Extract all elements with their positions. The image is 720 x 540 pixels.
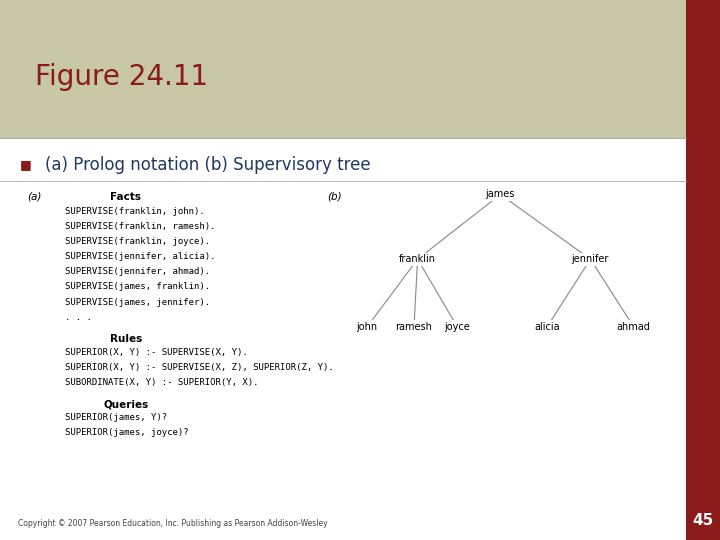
Text: alicia: alicia [534, 322, 560, 332]
Bar [686, 0, 720, 540]
Text: . . .: . . . [65, 313, 91, 322]
Text: john: john [356, 322, 378, 332]
Text: Facts: Facts [110, 192, 142, 202]
Text: SUPERIOR(X, Y) :- SUPERVISE(X, Y).: SUPERIOR(X, Y) :- SUPERVISE(X, Y). [65, 348, 248, 357]
Text: SUPERVISE(franklin, ramesh).: SUPERVISE(franklin, ramesh). [65, 222, 215, 231]
Text: ramesh: ramesh [395, 322, 433, 332]
Text: SUPERVISE(jennifer, ahmad).: SUPERVISE(jennifer, ahmad). [65, 267, 210, 276]
Text: ahmad: ahmad [616, 322, 651, 332]
Bar [0, 0, 720, 138]
Text: (a) Prolog notation (b) Supervisory tree: (a) Prolog notation (b) Supervisory tree [45, 156, 370, 174]
Text: SUPERVISE(james, franklin).: SUPERVISE(james, franklin). [65, 282, 210, 292]
Text: franklin: franklin [399, 254, 436, 264]
Text: SUPERVISE(franklin, john).: SUPERVISE(franklin, john). [65, 207, 204, 216]
Text: SUPERVISE(james, jennifer).: SUPERVISE(james, jennifer). [65, 298, 210, 307]
Text: jennifer: jennifer [572, 254, 609, 264]
Text: joyce: joyce [444, 322, 470, 332]
Text: SUPERVISE(jennifer, alicia).: SUPERVISE(jennifer, alicia). [65, 252, 215, 261]
Text: (b): (b) [328, 192, 342, 202]
Text: SUPERIOR(james, Y)?: SUPERIOR(james, Y)? [65, 413, 167, 422]
Text: Queries: Queries [104, 400, 148, 410]
Text: SUPERVISE(franklin, joyce).: SUPERVISE(franklin, joyce). [65, 237, 210, 246]
Text: SUPERIOR(james, joyce)?: SUPERIOR(james, joyce)? [65, 428, 189, 437]
Text: (a): (a) [27, 192, 42, 202]
Text: james: james [486, 190, 515, 199]
Text: Figure 24.11: Figure 24.11 [35, 63, 207, 91]
Text: Copyright © 2007 Pearson Education, Inc. Publishing as Pearson Addison-Wesley: Copyright © 2007 Pearson Education, Inc.… [18, 519, 328, 528]
Text: ■: ■ [20, 158, 32, 171]
Text: SUBORDINATE(X, Y) :- SUPERIOR(Y, X).: SUBORDINATE(X, Y) :- SUPERIOR(Y, X). [65, 378, 258, 387]
Text: 45: 45 [692, 513, 714, 528]
Text: SUPERIOR(X, Y) :- SUPERVISE(X, Z), SUPERIOR(Z, Y).: SUPERIOR(X, Y) :- SUPERVISE(X, Z), SUPER… [65, 363, 333, 372]
Text: Rules: Rules [110, 334, 142, 345]
